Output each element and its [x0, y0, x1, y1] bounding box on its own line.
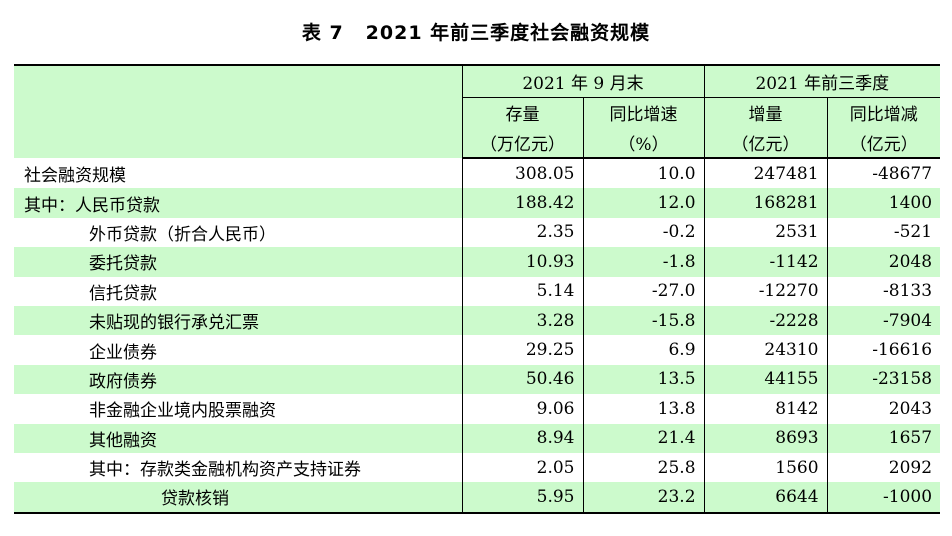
header-stock-growth-unit: （%）	[582, 127, 705, 159]
table-row: 委托贷款 10.93 -1.8 -1142 2048	[14, 247, 941, 277]
row-value: -0.2	[582, 217, 705, 248]
row-label: 非金融企业境内股票融资	[89, 401, 276, 422]
row-value: -16616	[826, 335, 941, 365]
row-value: 5.95	[461, 482, 583, 514]
table-row: 政府债券 50.46 13.5 44155 -23158	[14, 364, 941, 395]
table-number: 表 7	[301, 22, 344, 44]
row-value: 1400	[826, 188, 941, 218]
row-label: 其他融资	[14, 423, 462, 453]
row-value: -7904	[826, 305, 941, 336]
row-value: 8.94	[461, 423, 583, 453]
row-value: -12270	[703, 276, 828, 306]
row-value: 6.9	[582, 335, 705, 365]
table-row: 其中：人民币贷款 188.42 12.0 168281 1400	[14, 188, 941, 218]
header-increment-change: 同比增减	[826, 97, 941, 127]
table-row: 企业债券 29.25 6.9 24310 -16616	[14, 335, 941, 365]
row-value: 12.0	[582, 188, 705, 218]
row-value: -1142	[703, 247, 828, 277]
row-value: 168281	[703, 188, 828, 218]
header-increment-change-unit: （亿元）	[826, 127, 941, 159]
header-group-sep: 2021 年 9 月末	[461, 64, 705, 98]
table-row: 其中：存款类金融机构资产支持证券 2.05 25.8 1560 2092	[14, 452, 941, 483]
row-value: 13.5	[582, 364, 705, 395]
row-value: 2531	[703, 217, 828, 248]
header-stock-unit: （万亿元）	[461, 127, 583, 159]
row-value: 5.14	[461, 276, 583, 306]
row-value: 308.05	[461, 158, 583, 189]
row-label: 其中：存款类金融机构资产支持证券	[89, 460, 361, 481]
row-label: 贷款核销	[14, 482, 462, 514]
row-value: 29.25	[461, 335, 583, 365]
table-row: 社会融资规模 308.05 10.0 247481 -48677	[14, 158, 941, 189]
row-label: 委托贷款	[14, 247, 462, 277]
row-value: 2092	[826, 452, 941, 483]
table-row: 贷款核销 5.95 23.2 6644 -1000	[14, 482, 941, 514]
header-corner	[14, 64, 462, 158]
row-label: 社会融资规模	[24, 165, 126, 186]
row-value: -1.8	[582, 247, 705, 277]
row-value: 24310	[703, 335, 828, 365]
row-value: 1560	[703, 452, 828, 483]
financing-table: 2021 年 9 月末 2021 年前三季度 存量 同比增速 增量 同比增减 （…	[14, 64, 941, 514]
row-value: 10.0	[582, 158, 705, 189]
header-increment: 增量	[703, 97, 828, 127]
table-title: 2021 年前三季度社会融资规模	[365, 22, 651, 44]
row-value: 6644	[703, 482, 828, 514]
row-value: 25.8	[582, 452, 705, 483]
row-value: -48677	[826, 158, 941, 189]
header-group-ytd: 2021 年前三季度	[703, 64, 941, 98]
table-row: 外币贷款（折合人民币） 2.35 -0.2 2531 -521	[14, 217, 941, 248]
row-value: 9.06	[461, 394, 583, 424]
row-value: 8142	[703, 394, 828, 424]
row-value: 23.2	[582, 482, 705, 514]
table-caption: 表 7 2021 年前三季度社会融资规模	[0, 18, 952, 45]
row-value: 10.93	[461, 247, 583, 277]
header-stock-growth: 同比增速	[582, 97, 705, 127]
row-label: 其中：人民币贷款	[14, 188, 462, 218]
row-value: -8133	[826, 276, 941, 306]
table-body: 社会融资规模 308.05 10.0 247481 -48677 其中：人民币贷款 188.…	[14, 158, 941, 514]
row-value: 13.8	[582, 394, 705, 424]
row-value: 247481	[703, 158, 828, 189]
row-value: 44155	[703, 364, 828, 395]
row-value: 8693	[703, 423, 828, 453]
table-row: 未贴现的银行承兑汇票 3.28 -15.8 -2228 -7904	[14, 305, 941, 336]
row-value: 2.05	[461, 452, 583, 483]
row-value: -27.0	[582, 276, 705, 306]
row-label: 信托贷款	[89, 283, 157, 304]
row-label: 未贴现的银行承兑汇票	[14, 305, 462, 336]
row-value: 2.35	[461, 217, 583, 248]
table-row: 其他融资 8.94 21.4 8693 1657	[14, 423, 941, 453]
row-value: 2043	[826, 394, 941, 424]
row-value: 3.28	[461, 305, 583, 336]
row-value: 50.46	[461, 364, 583, 395]
row-label: 企业债券	[89, 342, 157, 363]
row-value: -521	[826, 217, 941, 248]
header-increment-unit: （亿元）	[703, 127, 828, 159]
row-value: 21.4	[582, 423, 705, 453]
table-header: 2021 年 9 月末 2021 年前三季度 存量 同比增速 增量 同比增减 （…	[14, 64, 941, 159]
row-value: -15.8	[582, 305, 705, 336]
row-label: 外币贷款（折合人民币）	[89, 224, 276, 245]
header-stock: 存量	[461, 97, 583, 127]
row-value: 2048	[826, 247, 941, 277]
row-value: -2228	[703, 305, 828, 336]
table-row: 信托贷款 5.14 -27.0 -12270 -8133	[14, 276, 941, 306]
row-value: -23158	[826, 364, 941, 395]
row-value: -1000	[826, 482, 941, 514]
table-row: 非金融企业境内股票融资 9.06 13.8 8142 2043	[14, 394, 941, 424]
row-value: 188.42	[461, 188, 583, 218]
row-label: 政府债券	[14, 364, 462, 395]
row-value: 1657	[826, 423, 941, 453]
